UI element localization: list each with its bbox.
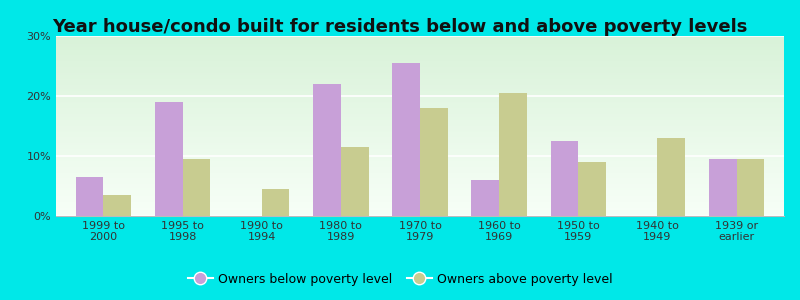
Bar xyxy=(262,189,290,216)
Bar xyxy=(392,63,420,216)
Bar xyxy=(182,159,210,216)
Bar xyxy=(578,162,606,216)
Bar xyxy=(709,159,737,216)
Legend: Owners below poverty level, Owners above poverty level: Owners below poverty level, Owners above… xyxy=(182,268,618,291)
Bar xyxy=(76,177,103,216)
Bar xyxy=(471,180,499,216)
Text: Year house/condo built for residents below and above poverty levels: Year house/condo built for residents bel… xyxy=(52,18,748,36)
Bar xyxy=(420,108,448,216)
Bar xyxy=(155,102,182,216)
Bar xyxy=(737,159,764,216)
Bar xyxy=(550,141,578,216)
Bar xyxy=(313,84,341,216)
Bar xyxy=(103,195,131,216)
Bar xyxy=(341,147,369,216)
Bar xyxy=(499,93,527,216)
Bar xyxy=(658,138,685,216)
